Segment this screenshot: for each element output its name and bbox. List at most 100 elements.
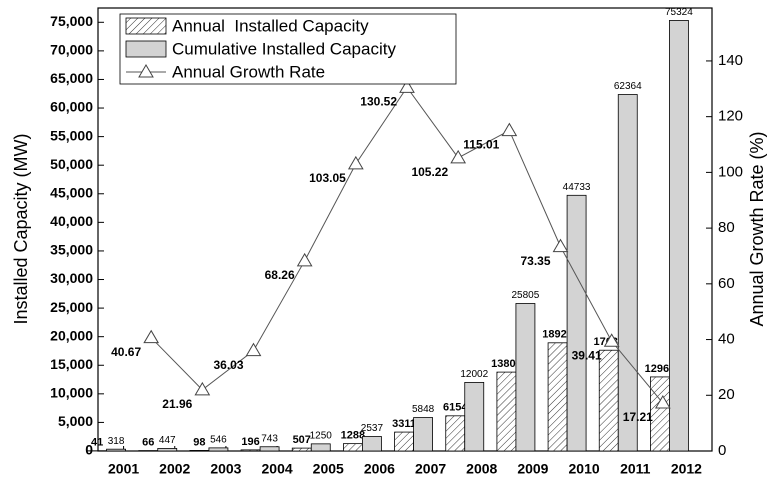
value-label: 41 [91,437,103,449]
y-tick-label: 25,000 [50,299,93,315]
growth-marker [552,238,569,253]
legend-swatch [125,40,167,58]
y-tick-label: 70,000 [50,42,93,58]
value-label: 13803 [491,358,522,370]
bar [291,447,312,452]
value-label: 12960 [645,363,676,375]
value-label: 103.05 [309,171,346,185]
y-tick-label: 15,000 [50,356,93,372]
y-tick-label: 10,000 [50,385,93,401]
value-label: 507 [293,434,311,446]
x-tick-label: 2012 [671,461,702,477]
growth-marker [501,122,518,137]
bar [343,443,363,452]
bar [259,446,280,452]
x-tick-label: 2002 [159,461,190,477]
y2-tick-label: 100 [718,163,743,180]
y2-tick-label: 120 [718,108,743,125]
bar [413,417,433,452]
value-label: 130.52 [360,95,397,109]
value-label: 62364 [614,81,642,92]
y-tick-label: 55,000 [50,127,93,143]
y-tick-label: 5,000 [58,413,93,429]
growth-marker [296,252,313,267]
growth-marker [399,79,415,93]
y-tick-label: 75,000 [50,13,93,29]
bar [464,381,485,452]
legend-box [119,13,457,85]
bar [669,20,689,452]
legend-label: Cumulative Installed Capacity [172,39,396,58]
growth-marker [245,342,262,357]
value-label: 39.41 [572,348,602,362]
value-label: 5848 [412,404,435,415]
y-tick-label: 30,000 [50,270,93,286]
y-tick-label: 35,000 [50,242,93,258]
bar [617,94,638,452]
y2-tick-label: 80 [718,219,735,236]
value-label: 1288 [341,430,365,442]
y-tick-label: 50,000 [50,156,93,172]
y2-tick-label: 0 [718,442,726,459]
bar [445,415,466,452]
value-label: 2537 [361,423,384,434]
bar [362,436,382,452]
x-tick-label: 2007 [415,461,446,477]
value-label: 68.26 [265,268,295,282]
growth-marker [347,155,364,170]
growth-marker [450,149,467,164]
y-tick-label: 65,000 [50,70,93,86]
bar [189,450,210,452]
value-label: 6154 [443,402,468,414]
bar [310,443,331,452]
x-tick-label: 2010 [569,461,600,477]
bar [240,449,261,452]
legend-label: Annual Growth Rate [172,62,325,81]
legend-marker [138,64,154,78]
growth-marker [654,395,671,409]
bar [106,448,126,452]
value-label: 36.03 [213,358,243,372]
bar [547,342,568,452]
value-label: 40.67 [111,345,141,359]
y-tick-label: 60,000 [50,99,93,115]
value-label: 12002 [460,369,488,380]
legend-swatch [125,17,167,35]
growth-marker [603,333,620,347]
value-label: 17.21 [623,410,653,424]
value-label: 18928 [542,329,573,341]
value-label: 1250 [310,430,333,441]
value-label: 447 [159,435,176,446]
y2-axis-label: Annual Growth Rate (%) [747,131,767,326]
value-label: 115.01 [463,138,499,152]
x-tick-label: 2004 [262,461,293,477]
growth-marker [194,381,211,396]
y-tick-label: 40,000 [50,213,93,229]
value-label: 743 [261,433,278,444]
bar [208,447,229,452]
bar [515,303,536,452]
y-tick-label: 0 [85,442,93,458]
value-label: 73.35 [520,254,550,268]
value-label: 3311 [392,418,416,430]
value-label: 44733 [563,182,591,193]
y2-tick-label: 20 [718,386,735,403]
x-tick-label: 2008 [466,461,497,477]
value-label: 75324 [665,7,693,18]
value-label: 98 [193,436,205,448]
value-label: 25805 [512,290,540,301]
x-tick-label: 2005 [313,461,344,477]
bar [650,376,670,452]
value-label: 105.22 [411,165,448,179]
bar [394,431,414,452]
bar [496,371,517,452]
x-tick-label: 2011 [620,461,651,477]
y-tick-label: 45,000 [50,184,93,200]
legend-label: Annual Installed Capacity [172,16,369,35]
x-tick-label: 2009 [517,461,548,477]
y2-tick-label: 60 [718,275,735,292]
value-label: 546 [210,435,227,446]
x-tick-label: 2001 [108,461,139,477]
x-tick-label: 2006 [364,461,395,477]
